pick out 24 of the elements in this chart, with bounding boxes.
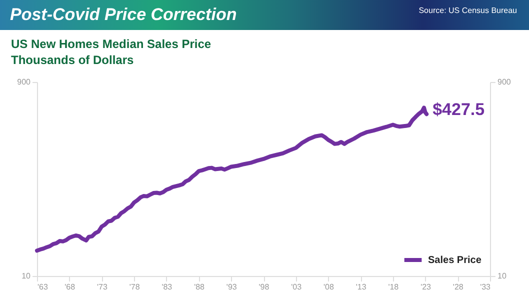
x-tick-label: '78 <box>129 282 140 292</box>
x-tick-label: '98 <box>258 282 270 292</box>
line-series <box>35 106 429 253</box>
y2-tick-label: 10 <box>498 272 507 280</box>
x-tick-label: '63 <box>38 282 48 292</box>
x-tick-label: '03 <box>291 282 302 292</box>
x-tick-label: '08 <box>323 282 334 292</box>
legend-label: Sales Price <box>428 255 482 266</box>
x-tick-label: '18 <box>388 282 400 292</box>
x-tick-label: '68 <box>64 282 76 292</box>
x-tick-label: '93 <box>226 282 238 292</box>
x-tick-label: '83 <box>162 282 173 292</box>
x-tick-label: '73 <box>96 282 108 292</box>
x-tick-label: '13 <box>356 282 367 292</box>
x-tick-label: '28 <box>452 282 464 292</box>
chart-title: Post-Covid Price Correction <box>10 5 237 25</box>
y-axis-title: Thousands of Dollars <box>11 53 134 67</box>
annotation: $427.5 <box>432 100 485 120</box>
source-note: Source: US Census Bureau <box>418 6 517 15</box>
x-tick-label: '33 <box>480 282 492 292</box>
x-tick-label: '88 <box>194 282 206 292</box>
y2-tick-label: 900 <box>498 78 512 86</box>
x-tick-label: '23 <box>420 282 432 292</box>
chart-subtitle: US New Homes Median Sales Price <box>11 37 212 51</box>
